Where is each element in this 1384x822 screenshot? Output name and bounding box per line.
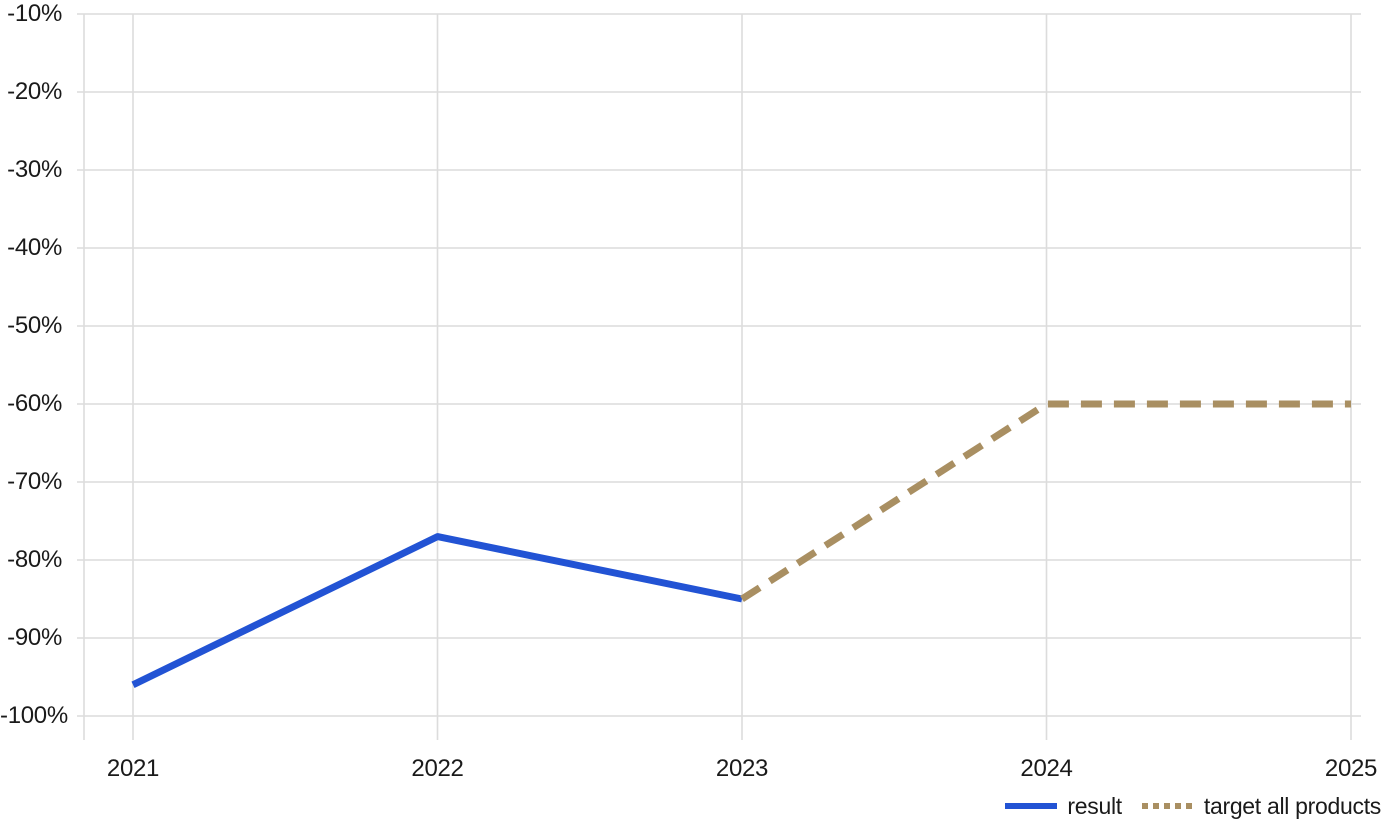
x-tick-label: 2025	[1324, 755, 1378, 782]
y-tick-label: -60%	[7, 390, 62, 417]
x-tick-label: 2022	[411, 755, 464, 782]
legend-item-result: result	[1005, 792, 1122, 820]
y-tick-label: -90%	[7, 624, 62, 651]
legend-item-target: target all products	[1141, 792, 1381, 820]
target-series-line	[740, 400, 1351, 602]
x-tick-label: 2024	[1020, 755, 1073, 782]
y-tick-label: -80%	[7, 546, 62, 573]
x-tick-label: 2023	[715, 755, 769, 782]
y-tick-label: -50%	[7, 312, 62, 339]
target-line-swatch	[1141, 803, 1194, 809]
chart-legend: result target all products	[1005, 792, 1381, 820]
x-tick-label: 2021	[106, 755, 160, 782]
legend-label-result: result	[1067, 792, 1122, 819]
legend-label-target: target all products	[1203, 792, 1381, 819]
y-tick-label: -100%	[0, 702, 68, 729]
y-tick-label: -10%	[7, 0, 62, 27]
y-tick-label: -40%	[7, 234, 62, 261]
result-line-swatch	[1005, 803, 1058, 809]
y-tick-label: -70%	[7, 468, 62, 495]
y-tick-label: -20%	[7, 78, 62, 105]
y-tick-label: -30%	[7, 156, 62, 183]
result-series-line	[131, 533, 743, 688]
